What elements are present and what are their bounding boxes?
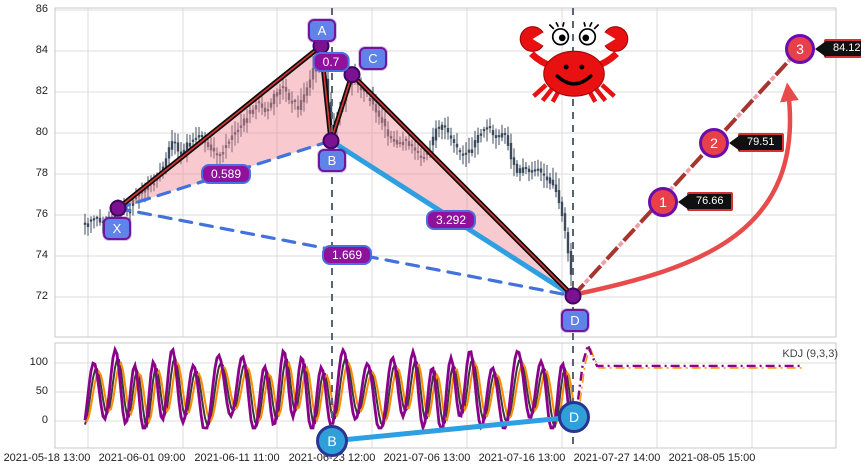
pattern-point-x[interactable]: X <box>103 217 131 241</box>
time-axis-tick: 2021-07-06 13:00 <box>383 452 471 464</box>
price-axis-tick: 82 <box>35 85 48 97</box>
price-axis-tick: 78 <box>35 167 48 179</box>
crab-icon <box>519 21 629 103</box>
price-axis-tick: 86 <box>35 3 48 15</box>
target-price-tag: 76.66 <box>687 192 733 211</box>
time-axis-tick: 2021-05-18 13:00 <box>3 452 91 464</box>
d-vertical-dashed-line <box>572 8 574 448</box>
time-axis-tick: 2021-08-05 15:00 <box>668 452 756 464</box>
ratio-label: 0.589 <box>200 164 252 184</box>
price-axis-tick: 76 <box>35 208 48 220</box>
target-point-3[interactable]: 3 <box>785 34 815 64</box>
pattern-point-a[interactable]: A <box>308 18 336 42</box>
price-axis-tick: 74 <box>35 249 48 261</box>
price-axis-tick: 84 <box>35 44 48 56</box>
kdj-axis-tick: 50 <box>35 385 48 397</box>
ratio-label: 1.669 <box>321 245 373 265</box>
kdj-indicator-label: KDJ (9,3,3) <box>782 348 838 360</box>
kdj-marker-b[interactable]: B <box>316 425 348 457</box>
time-axis-tick: 2021-06-23 12:00 <box>288 452 376 464</box>
ratio-label: 3.292 <box>425 210 477 230</box>
pattern-point-b[interactable]: B <box>318 148 346 172</box>
b-vertical-dashed-line <box>331 8 333 448</box>
time-axis-tick: 2021-07-27 14:00 <box>573 452 661 464</box>
kdj-marker-d[interactable]: D <box>558 401 590 433</box>
pattern-point-d[interactable]: D <box>561 309 589 333</box>
time-axis-tick: 2021-06-01 09:00 <box>98 452 186 464</box>
target-point-1[interactable]: 1 <box>648 187 678 217</box>
target-price-tag: 84.12 <box>824 39 861 58</box>
price-axis-tick: 72 <box>35 290 48 302</box>
pattern-point-c[interactable]: C <box>359 46 387 70</box>
time-axis-tick: 2021-06-11 11:00 <box>194 452 280 464</box>
target-point-2[interactable]: 2 <box>699 128 729 158</box>
kdj-axis-tick: 100 <box>29 356 48 368</box>
price-axis-tick: 80 <box>35 126 48 138</box>
time-axis-tick: 2021-07-16 13:00 <box>478 452 566 464</box>
target-price-tag: 79.51 <box>738 133 784 152</box>
kdj-axis-tick: 0 <box>41 414 48 426</box>
ratio-label: 0.7 <box>312 52 350 72</box>
